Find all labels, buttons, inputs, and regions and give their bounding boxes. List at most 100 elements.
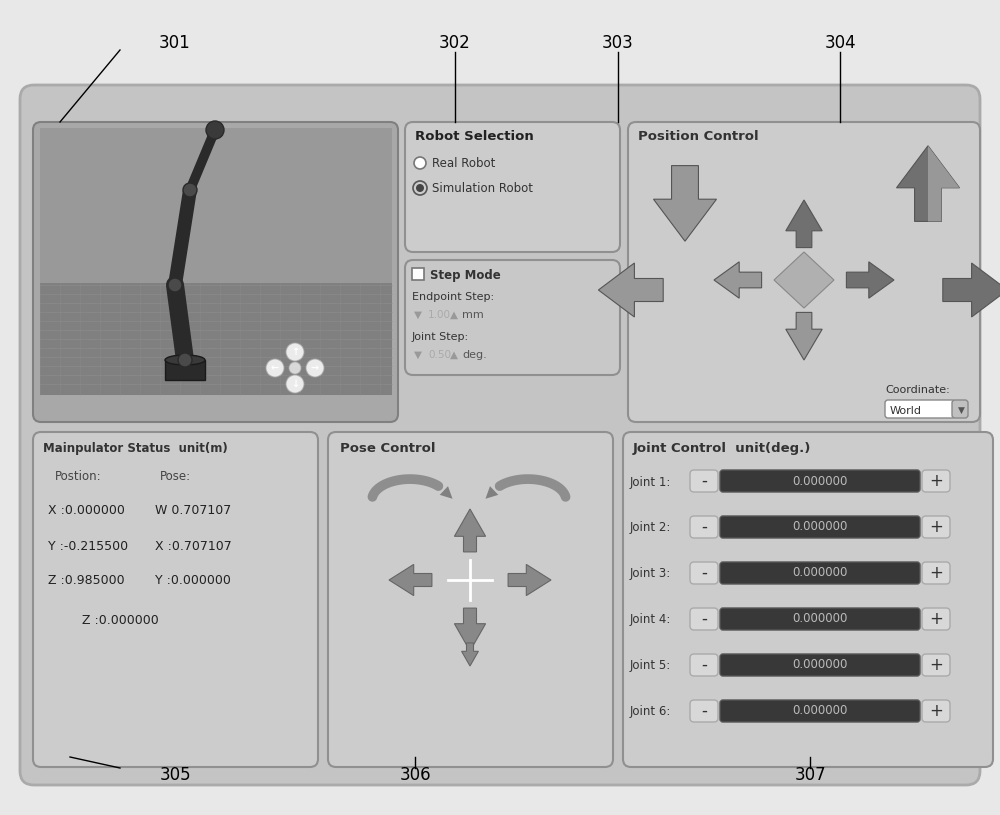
Text: 0.000000: 0.000000 bbox=[792, 659, 848, 672]
FancyBboxPatch shape bbox=[33, 122, 398, 422]
Text: 301: 301 bbox=[159, 34, 191, 52]
Text: +: + bbox=[929, 656, 943, 674]
Text: Z :0.000000: Z :0.000000 bbox=[82, 614, 158, 627]
Text: -: - bbox=[701, 610, 707, 628]
Polygon shape bbox=[389, 565, 432, 596]
Polygon shape bbox=[896, 146, 960, 222]
Text: Step Mode: Step Mode bbox=[430, 270, 501, 283]
Text: 0.000000: 0.000000 bbox=[792, 613, 848, 625]
Text: Mainpulator Status  unit(m): Mainpulator Status unit(m) bbox=[43, 442, 228, 455]
Circle shape bbox=[178, 353, 192, 367]
Text: Joint 3:: Joint 3: bbox=[630, 567, 671, 580]
FancyBboxPatch shape bbox=[720, 654, 920, 676]
Polygon shape bbox=[786, 312, 822, 360]
Text: →: → bbox=[311, 363, 319, 373]
Text: Y :-0.215500: Y :-0.215500 bbox=[48, 540, 128, 553]
Text: ▲: ▲ bbox=[450, 350, 458, 360]
Polygon shape bbox=[598, 263, 663, 317]
FancyBboxPatch shape bbox=[623, 432, 993, 767]
Circle shape bbox=[206, 121, 224, 139]
FancyBboxPatch shape bbox=[405, 260, 620, 375]
Text: 0.000000: 0.000000 bbox=[792, 521, 848, 534]
Polygon shape bbox=[846, 262, 894, 298]
Text: -: - bbox=[701, 702, 707, 720]
Circle shape bbox=[286, 343, 304, 361]
Text: Real Robot: Real Robot bbox=[432, 156, 495, 170]
Text: ▼: ▼ bbox=[958, 406, 965, 415]
Text: +: + bbox=[929, 518, 943, 536]
FancyBboxPatch shape bbox=[720, 700, 920, 722]
Text: ▼: ▼ bbox=[414, 350, 422, 360]
Text: 1.00: 1.00 bbox=[428, 310, 451, 320]
Polygon shape bbox=[786, 200, 822, 248]
Circle shape bbox=[414, 157, 426, 169]
Text: 0.000000: 0.000000 bbox=[792, 474, 848, 487]
FancyBboxPatch shape bbox=[922, 608, 950, 630]
FancyBboxPatch shape bbox=[328, 432, 613, 767]
FancyBboxPatch shape bbox=[922, 470, 950, 492]
Polygon shape bbox=[462, 643, 478, 666]
FancyBboxPatch shape bbox=[405, 122, 620, 252]
Text: +: + bbox=[929, 472, 943, 490]
FancyBboxPatch shape bbox=[720, 562, 920, 584]
Text: +: + bbox=[929, 610, 943, 628]
FancyBboxPatch shape bbox=[922, 516, 950, 538]
Circle shape bbox=[306, 359, 324, 377]
Text: -: - bbox=[701, 518, 707, 536]
Circle shape bbox=[289, 362, 301, 374]
Bar bbox=[412, 268, 424, 280]
FancyBboxPatch shape bbox=[628, 122, 980, 422]
Text: 302: 302 bbox=[439, 34, 471, 52]
Text: Endpoint Step:: Endpoint Step: bbox=[412, 292, 494, 302]
Text: Simulation Robot: Simulation Robot bbox=[432, 182, 533, 195]
Text: deg.: deg. bbox=[462, 350, 487, 360]
Polygon shape bbox=[508, 565, 551, 596]
Text: Joint 1:: Joint 1: bbox=[630, 475, 671, 488]
FancyBboxPatch shape bbox=[690, 700, 718, 722]
Circle shape bbox=[286, 375, 304, 393]
Text: 303: 303 bbox=[602, 34, 634, 52]
FancyBboxPatch shape bbox=[922, 562, 950, 584]
Text: 0.000000: 0.000000 bbox=[792, 566, 848, 579]
Polygon shape bbox=[928, 146, 960, 222]
Text: 306: 306 bbox=[399, 766, 431, 784]
Text: Joint Step:: Joint Step: bbox=[412, 332, 469, 342]
Text: ←: ← bbox=[271, 363, 279, 373]
FancyBboxPatch shape bbox=[885, 400, 955, 418]
FancyBboxPatch shape bbox=[720, 516, 920, 538]
Text: W 0.707107: W 0.707107 bbox=[155, 504, 231, 517]
FancyBboxPatch shape bbox=[720, 470, 920, 492]
FancyBboxPatch shape bbox=[720, 608, 920, 630]
Text: Robot Selection: Robot Selection bbox=[415, 130, 534, 143]
Polygon shape bbox=[943, 263, 1000, 317]
Text: X :0.707107: X :0.707107 bbox=[155, 540, 232, 553]
Polygon shape bbox=[714, 262, 762, 298]
FancyBboxPatch shape bbox=[690, 608, 718, 630]
Polygon shape bbox=[485, 487, 498, 499]
Text: Joint 6:: Joint 6: bbox=[630, 706, 671, 719]
Circle shape bbox=[416, 184, 424, 192]
Polygon shape bbox=[440, 487, 453, 499]
Text: Pose:: Pose: bbox=[160, 470, 191, 483]
FancyBboxPatch shape bbox=[33, 432, 318, 767]
Bar bbox=[40, 128, 392, 283]
Text: ↑: ↑ bbox=[291, 347, 299, 357]
Text: -: - bbox=[701, 564, 707, 582]
Text: +: + bbox=[929, 702, 943, 720]
FancyBboxPatch shape bbox=[952, 400, 968, 418]
Circle shape bbox=[168, 278, 182, 292]
Text: Pose Control: Pose Control bbox=[340, 442, 436, 455]
Text: ▲: ▲ bbox=[450, 310, 458, 320]
Text: 304: 304 bbox=[824, 34, 856, 52]
Text: -: - bbox=[701, 472, 707, 490]
Text: Postion:: Postion: bbox=[55, 470, 102, 483]
Text: 0.000000: 0.000000 bbox=[792, 704, 848, 717]
Text: Joint 4:: Joint 4: bbox=[630, 614, 671, 627]
Text: 0.50: 0.50 bbox=[428, 350, 451, 360]
Circle shape bbox=[266, 359, 284, 377]
Text: ↓: ↓ bbox=[291, 379, 299, 389]
Polygon shape bbox=[774, 252, 834, 308]
FancyBboxPatch shape bbox=[690, 516, 718, 538]
Text: Joint Control  unit(deg.): Joint Control unit(deg.) bbox=[633, 442, 811, 455]
FancyBboxPatch shape bbox=[20, 85, 980, 785]
